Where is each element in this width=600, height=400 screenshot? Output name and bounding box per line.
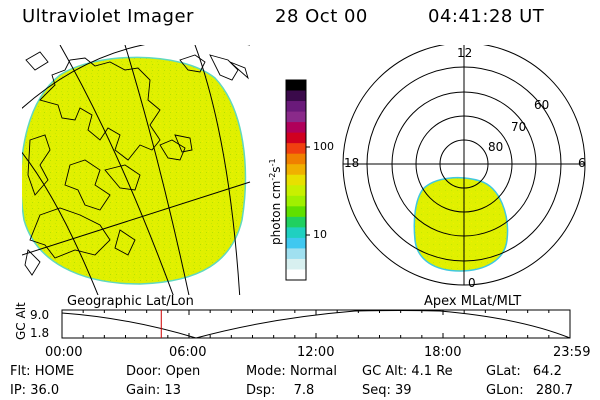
colorbar-cell xyxy=(286,206,306,218)
dsp-field: Dsp: 7.8 xyxy=(246,383,315,398)
colorbar-cell xyxy=(286,258,306,270)
timeline-ticks xyxy=(61,310,571,338)
colorbar-cell xyxy=(286,153,306,165)
timeline-xtick-2359: 23:59 xyxy=(553,345,591,360)
coastline-outlines xyxy=(24,51,249,276)
colorbar-cell xyxy=(286,195,306,207)
colorbar-cell xyxy=(286,237,306,249)
mlat-label-60: 60 xyxy=(534,98,550,112)
mlt-label-6: 6 xyxy=(578,156,586,170)
polar-grid xyxy=(342,45,586,286)
colorbar-cell xyxy=(286,185,306,197)
mlt-label-18: 18 xyxy=(344,156,360,170)
mlat-label-70: 70 xyxy=(511,120,527,134)
colorbar-cell xyxy=(286,248,306,260)
gain-field: Gain: 13 xyxy=(126,383,181,398)
colorbar-cell xyxy=(286,111,306,123)
colorbar xyxy=(285,79,310,281)
geographic-image-panel xyxy=(22,45,251,295)
instrument-title: Ultraviolet Imager xyxy=(22,6,194,27)
geographic-panel-label: Geographic Lat/Lon xyxy=(67,294,194,309)
mlt-label-12: 12 xyxy=(457,46,473,60)
colorbar-cell xyxy=(286,90,306,102)
colorbar-cell xyxy=(286,164,306,176)
gcalt-field: GC Alt: 4.1 Re xyxy=(362,364,453,379)
door-field: Door: Open xyxy=(126,364,201,379)
glat-field: GLat: 64.2 xyxy=(486,364,562,379)
timeline-xtick-1800: 18:00 xyxy=(424,345,462,360)
colorbar-scale xyxy=(286,80,306,281)
colorbar-cell xyxy=(286,122,306,134)
orbit-altitude-curve xyxy=(61,310,571,339)
ip-field: IP: 36.0 xyxy=(10,383,60,398)
apex-panel-label: Apex MLat/MLT xyxy=(424,294,522,309)
colorbar-tick-10: 10 xyxy=(313,228,327,241)
flt-field: Flt: HOME xyxy=(10,364,75,379)
timeline-xtick-0600: 06:00 xyxy=(169,345,207,360)
date-label: 28 Oct 00 xyxy=(275,6,368,27)
colorbar-cell xyxy=(286,80,306,92)
mlt-label-0: 0 xyxy=(468,276,476,290)
mode-field: Mode: Normal xyxy=(246,364,337,379)
colorbar-cell xyxy=(286,132,306,144)
timeline-xtick-0000: 00:00 xyxy=(45,345,83,360)
time-label: 04:41:28 UT xyxy=(428,6,545,27)
polar-emission-region xyxy=(413,176,509,272)
colorbar-tick-100: 100 xyxy=(313,140,334,153)
glon-field: GLon: 280.7 xyxy=(486,383,574,398)
colorbar-cell xyxy=(286,101,306,113)
polar-plot xyxy=(342,45,586,286)
timeline-xtick-1200: 12:00 xyxy=(297,345,335,360)
colorbar-cell xyxy=(286,174,306,186)
mlat-label-80: 80 xyxy=(488,140,504,154)
colorbar-cell xyxy=(286,216,306,228)
lat-lon-grid xyxy=(22,45,251,295)
seq-field: Seq: 39 xyxy=(362,383,412,398)
colorbar-cell xyxy=(286,143,306,155)
timeline-ytick-9: 9.0 xyxy=(30,308,50,322)
colorbar-cell xyxy=(286,269,306,281)
colorbar-cell xyxy=(286,227,306,239)
timeline-ytick-1.8: 1.8 xyxy=(30,326,50,340)
